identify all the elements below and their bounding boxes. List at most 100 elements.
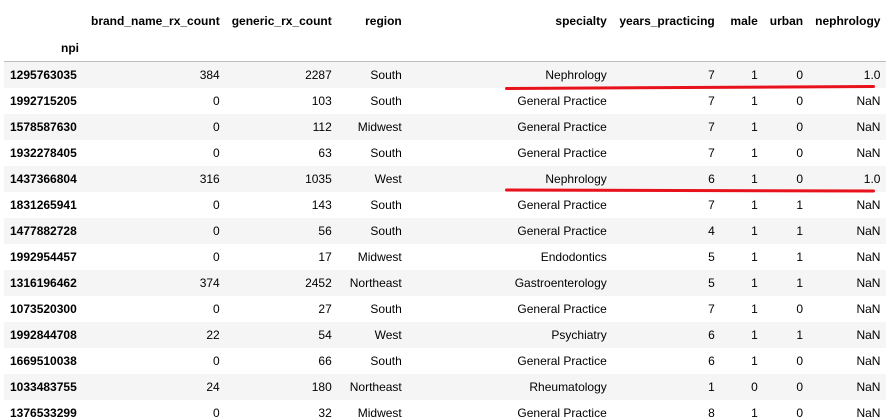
cell-urban: 0 (796, 120, 804, 134)
cell-nephrology: NaN (856, 146, 881, 160)
cell-brand-name-rx-count: 316 (199, 172, 220, 186)
cell-urban: 0 (796, 146, 804, 160)
dataframe-table: brand_name_rx_count generic_rx_count reg… (4, 7, 887, 420)
column-header-generic-rx-count: generic_rx_count (231, 14, 332, 28)
cell-brand-name-rx-count: 24 (206, 380, 220, 394)
cell-region: South (370, 354, 402, 368)
index-header-empty-cell (225, 35, 338, 62)
cell-urban: 1 (796, 224, 804, 238)
cell-urban: 0 (796, 68, 804, 82)
cell-region: South (370, 198, 402, 212)
table-row: 1992715205 0 103 South General Practice … (4, 88, 887, 114)
cell-years-practicing: 5 (708, 276, 715, 290)
cell-brand-name-rx-count: 0 (213, 224, 220, 238)
cell-generic-rx-count: 112 (312, 120, 332, 134)
cell-brand-name-rx-count: 0 (213, 302, 220, 316)
cell-generic-rx-count: 56 (318, 224, 332, 238)
cell-urban: 0 (796, 302, 804, 316)
index-header-empty-cell (763, 35, 810, 62)
cell-generic-rx-count: 17 (318, 250, 332, 264)
table-row: 1992954457 0 17 Midwest Endodontics 5 1 … (4, 244, 887, 270)
cell-nephrology: NaN (856, 198, 881, 212)
cell-male: 1 (751, 198, 758, 212)
cell-male: 1 (751, 354, 758, 368)
cell-region: Midwest (357, 250, 402, 264)
cell-male: 1 (751, 302, 758, 316)
cell-male: 1 (751, 224, 758, 238)
column-header-years-practicing: years_practicing (619, 14, 715, 28)
cell-generic-rx-count: 54 (318, 328, 332, 342)
cell-generic-rx-count: 103 (311, 94, 332, 108)
table-row: 1295763035 384 2287 South Nephrology 7 1… (4, 61, 887, 88)
cell-years-practicing: 1 (708, 380, 715, 394)
cell-years-practicing: 7 (708, 94, 715, 108)
cell-nephrology: NaN (856, 276, 881, 290)
index-header-empty-cell (809, 35, 887, 62)
column-header-row: brand_name_rx_count generic_rx_count reg… (4, 7, 886, 35)
cell-brand-name-rx-count: 0 (213, 354, 220, 368)
cell-years-practicing: 8 (708, 406, 715, 420)
cell-male: 0 (751, 380, 758, 394)
column-header-nephrology: nephrology (815, 14, 881, 28)
row-index-npi: 1033483755 (10, 380, 77, 394)
cell-generic-rx-count: 143 (311, 198, 332, 212)
cell-specialty: General Practice (517, 146, 607, 160)
row-index-npi: 1578587630 (10, 120, 77, 134)
table-row: 1992844708 22 54 West Psychiatry 6 1 1 N… (4, 322, 887, 348)
cell-region: Midwest (357, 120, 402, 134)
cell-specialty: General Practice (517, 302, 607, 316)
cell-generic-rx-count: 63 (318, 146, 332, 160)
cell-specialty: General Practice (517, 406, 607, 420)
cell-generic-rx-count: 2287 (305, 68, 332, 82)
cell-male: 1 (751, 172, 758, 186)
cell-male: 1 (751, 406, 758, 420)
row-index-npi: 1477882728 (10, 224, 77, 238)
row-index-npi: 1437366804 (10, 172, 77, 186)
table-row: 1033483755 24 180 Northeast Rheumatology… (4, 374, 887, 400)
cell-generic-rx-count: 66 (318, 354, 332, 368)
cell-years-practicing: 7 (708, 120, 715, 134)
cell-nephrology: NaN (856, 250, 881, 264)
cell-specialty: Gastroenterology (514, 276, 607, 290)
table-row: 1669510038 0 66 South General Practice 6… (4, 348, 887, 374)
cell-urban: 1 (796, 198, 804, 212)
cell-male: 1 (751, 276, 758, 290)
cell-generic-rx-count: 180 (311, 380, 332, 394)
row-index-npi: 1992954457 (10, 250, 77, 264)
cell-specialty: General Practice (517, 198, 607, 212)
cell-years-practicing: 7 (708, 198, 715, 212)
row-index-npi: 1295763035 (10, 68, 77, 82)
cell-specialty: General Practice (517, 120, 607, 134)
cell-generic-rx-count: 27 (318, 302, 332, 316)
cell-nephrology: NaN (856, 120, 881, 134)
cell-region: South (370, 146, 402, 160)
cell-specialty: Nephrology (545, 172, 607, 186)
table-row: 1932278405 0 63 South General Practice 7… (4, 140, 887, 166)
cell-brand-name-rx-count: 0 (213, 146, 220, 160)
cell-nephrology: NaN (856, 302, 881, 316)
row-index-npi: 1669510038 (10, 354, 77, 368)
cell-brand-name-rx-count: 0 (213, 198, 220, 212)
cell-region: South (370, 302, 402, 316)
cell-nephrology: 1.0 (863, 172, 881, 186)
cell-region: South (370, 224, 402, 238)
column-header-specialty: specialty (555, 14, 607, 28)
cell-generic-rx-count: 32 (318, 406, 332, 420)
cell-generic-rx-count: 1035 (305, 172, 332, 186)
cell-brand-name-rx-count: 0 (213, 94, 220, 108)
column-header-male: male (730, 14, 758, 28)
cell-specialty: Nephrology (545, 68, 607, 82)
cell-male: 1 (751, 328, 758, 342)
cell-specialty: General Practice (517, 94, 607, 108)
cell-nephrology: NaN (856, 406, 881, 420)
cell-specialty: Endodontics (540, 250, 607, 264)
table-row: 1477882728 0 56 South General Practice 4… (4, 218, 887, 244)
cell-male: 1 (751, 250, 758, 264)
cell-region: Northeast (349, 380, 402, 394)
index-header-empty-cell (720, 35, 764, 62)
table-row: 1437366804 316 1035 West Nephrology 6 1 … (4, 166, 887, 192)
cell-nephrology: NaN (856, 328, 881, 342)
cell-years-practicing: 7 (708, 68, 715, 82)
column-header-blank (4, 7, 85, 35)
column-header-brand-name-rx-count: brand_name_rx_count (91, 14, 220, 28)
